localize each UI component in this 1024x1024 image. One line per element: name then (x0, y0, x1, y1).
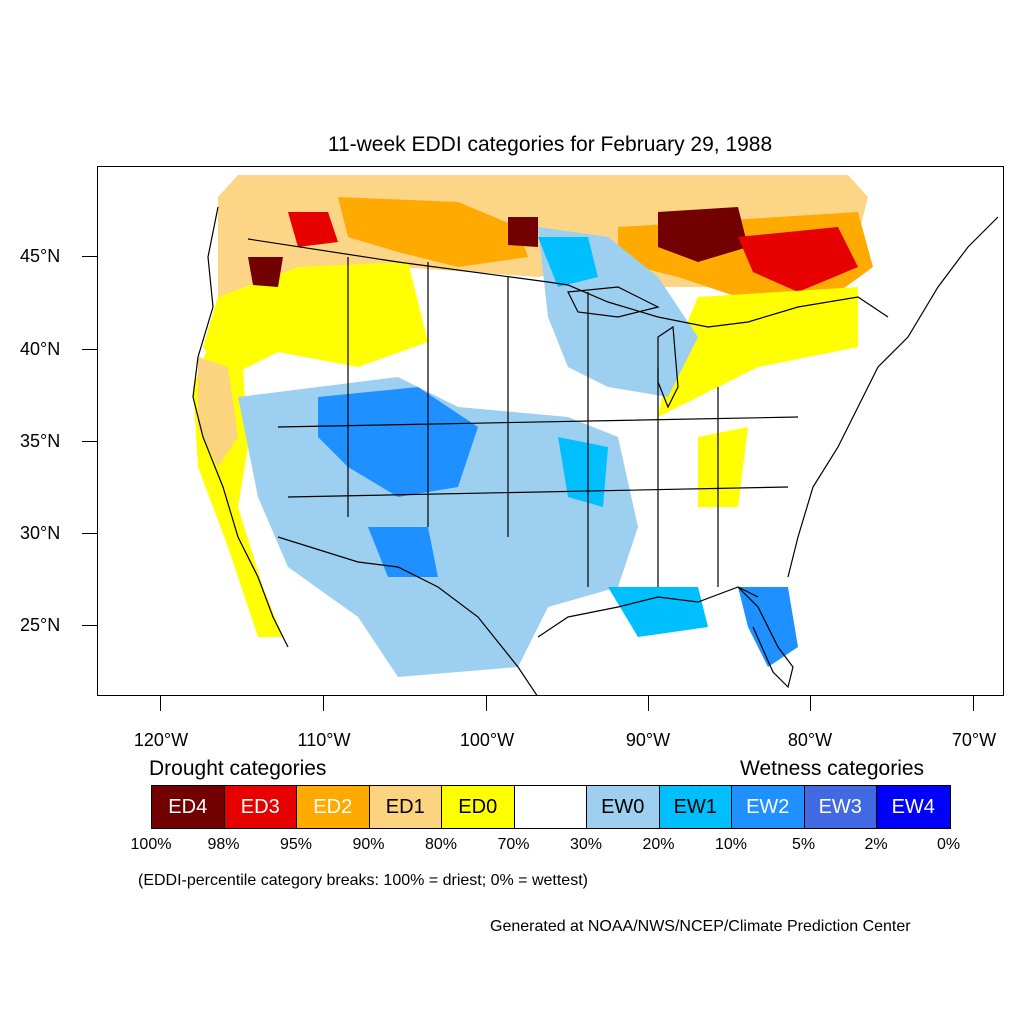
wetness-heading: Wetness categories (740, 757, 925, 780)
percentile-break: 100% (130, 836, 172, 853)
legend-box-neutral (514, 786, 587, 828)
map-panel (97, 166, 1004, 696)
lat-tick (82, 349, 97, 350)
nw-ed3-3 (508, 217, 538, 247)
category-shading (193, 175, 873, 677)
percentile-break: 0% (936, 836, 961, 853)
lon-tick (323, 696, 324, 711)
percentile-break: 98% (207, 836, 240, 853)
legend-box-ew4: EW4 (877, 786, 950, 828)
lon-tick (648, 696, 649, 711)
percentile-break: 30% (569, 836, 603, 853)
lon-tick (810, 696, 811, 711)
lon-tick (973, 696, 974, 711)
legend-box-ed2: ED2 (297, 786, 370, 828)
northeast-ed3 (738, 227, 858, 292)
legend-box-ew0: EW0 (587, 786, 660, 828)
lat-tick (82, 256, 97, 257)
category-legend: ED4 ED3 ED2 ED1 ED0 EW0 EW1 EW2 EW3 EW4 (151, 785, 951, 829)
percentile-break: 2% (864, 836, 888, 853)
lon-label-100: 100°W (459, 730, 515, 750)
lat-label-25: 25°N (20, 615, 61, 635)
lat-tick (82, 625, 97, 626)
lon-tick (486, 696, 487, 711)
northmn-ew1 (538, 237, 598, 287)
lat-label-35: 35°N (20, 431, 61, 451)
lat-label-40: 40°N (20, 339, 61, 359)
lon-label-70: 70°W (951, 730, 997, 750)
lake-superior (567, 286, 660, 318)
category-note: (EDDI-percentile category breaks: 100% =… (138, 872, 588, 889)
central-wet-ew1b (558, 437, 608, 507)
drought-heading: Drought categories (149, 757, 327, 780)
west-coast (192, 206, 289, 648)
percentile-break: 80% (424, 836, 458, 853)
legend-box-ed1: ED1 (369, 786, 442, 828)
lon-label-80: 80°W (787, 730, 833, 750)
map-title: 11-week EDDI categories for February 29,… (327, 133, 773, 156)
canada-border (247, 238, 889, 328)
legend-box-ew2: EW2 (732, 786, 805, 828)
east-yellow (658, 287, 858, 417)
north-yellow (203, 262, 428, 377)
lon-label-90: 90°W (625, 730, 671, 750)
lon-tick (160, 696, 161, 711)
lat-tick (82, 441, 97, 442)
central-wet-ew1 (318, 387, 478, 497)
legend-box-ed4: ED4 (152, 786, 225, 828)
lon-label-110: 110°W (297, 730, 351, 750)
percentile-break: 90% (352, 836, 385, 853)
lat-tick (82, 533, 97, 534)
legend-box-ew3: EW3 (804, 786, 877, 828)
boundaries (192, 206, 999, 695)
ohio-yellow (698, 427, 748, 507)
lat-label-30: 30°N (20, 523, 61, 543)
sw-wet-ew2 (368, 527, 438, 577)
northeast-ed4 (658, 207, 748, 262)
east-coast (787, 216, 999, 578)
legend-box-ed3: ED3 (224, 786, 297, 828)
gulf-ew1 (608, 587, 708, 637)
west-coast-ed1 (198, 357, 238, 467)
legend-box-ew1: EW1 (659, 786, 732, 828)
lat-label-45: 45°N (20, 246, 61, 266)
legend-box-ed0: ED0 (442, 786, 515, 828)
nw-ed3-2 (248, 257, 283, 287)
nw-ed3-1 (288, 212, 338, 247)
percentile-break: 10% (714, 836, 748, 853)
state-lines (277, 257, 799, 587)
percentile-break: 20% (642, 836, 675, 853)
percentile-break: 95% (279, 836, 313, 853)
credit-line: Generated at NOAA/NWS/NCEP/Climate Predi… (490, 918, 911, 935)
percentile-break: 5% (791, 836, 816, 853)
percentile-break: 70% (497, 836, 530, 853)
eddi-map (192, 175, 999, 695)
northwest-orange (338, 197, 528, 267)
lon-label-120: 120°W (133, 730, 189, 750)
mexico-border (277, 536, 538, 695)
florida (737, 586, 794, 689)
